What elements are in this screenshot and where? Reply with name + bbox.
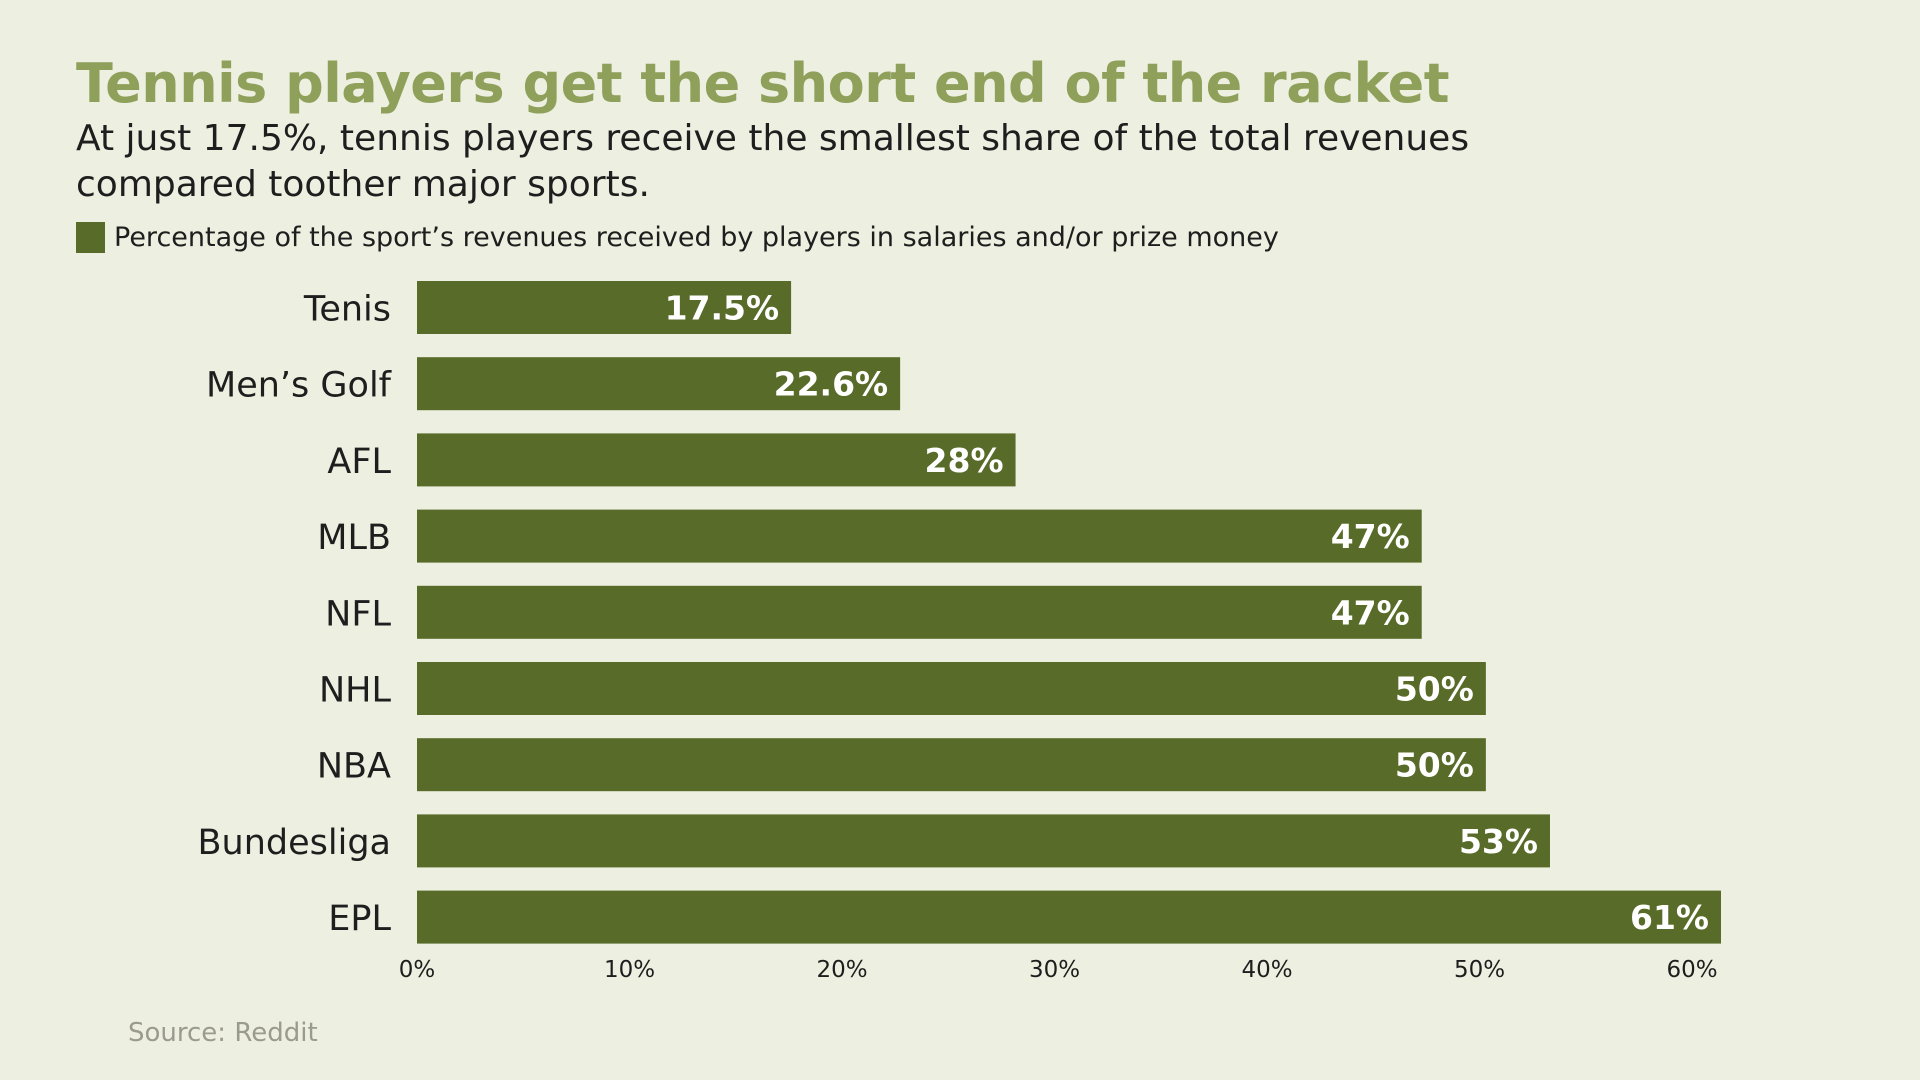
legend: Percentage of the sport’s revenues recei… bbox=[76, 222, 1279, 253]
data-label: 50% bbox=[1395, 670, 1474, 709]
bar-6 bbox=[417, 738, 1486, 792]
bar-0 bbox=[417, 281, 792, 334]
data-label: 17.5% bbox=[665, 289, 780, 328]
x-tick-label: 20% bbox=[816, 957, 867, 983]
data-label: 50% bbox=[1395, 746, 1474, 785]
data-label: 61% bbox=[1630, 898, 1709, 937]
data-label: 47% bbox=[1331, 517, 1410, 556]
chart-title: Tennis players get the short end of the … bbox=[76, 52, 1450, 115]
x-tick-label: 60% bbox=[1666, 957, 1717, 983]
bar-4 bbox=[417, 585, 1422, 639]
x-tick-label: 0% bbox=[399, 957, 436, 983]
category-label: NFL bbox=[325, 594, 391, 634]
x-tick-label: 10% bbox=[604, 957, 655, 983]
category-label: MLB bbox=[317, 518, 391, 558]
bar-5 bbox=[417, 662, 1486, 715]
source-note: Source: Reddit bbox=[128, 1018, 318, 1048]
bar-7 bbox=[417, 814, 1550, 868]
category-label: NHL bbox=[319, 671, 392, 711]
category-label: NBA bbox=[317, 747, 391, 787]
category-label: Bundesliga bbox=[198, 823, 391, 863]
chart-subtitle: At just 17.5%, tennis players receive th… bbox=[76, 118, 1470, 205]
bar-2 bbox=[417, 433, 1016, 487]
legend-swatch bbox=[76, 222, 105, 253]
bar-1 bbox=[417, 357, 901, 411]
category-label: AFL bbox=[327, 442, 391, 482]
category-label: EPL bbox=[328, 899, 391, 939]
bar-chart: Tenis 17.5% Men’s Golf 22.6% AFL 28% MLB 47% NFL… bbox=[198, 281, 1721, 983]
bar-3 bbox=[417, 509, 1422, 563]
category-label: Men’s Golf bbox=[206, 366, 392, 406]
data-label: 53% bbox=[1459, 822, 1538, 861]
legend-label: Percentage of the sport’s revenues recei… bbox=[114, 222, 1279, 253]
category-label: Tenis bbox=[303, 290, 391, 330]
x-tick-label: 50% bbox=[1454, 957, 1505, 983]
data-label: 22.6% bbox=[774, 365, 889, 404]
bar-8 bbox=[417, 890, 1721, 944]
data-label: 28% bbox=[925, 441, 1004, 480]
x-tick-label: 30% bbox=[1029, 957, 1080, 983]
x-tick-label: 40% bbox=[1241, 957, 1292, 983]
data-label: 47% bbox=[1331, 593, 1410, 632]
